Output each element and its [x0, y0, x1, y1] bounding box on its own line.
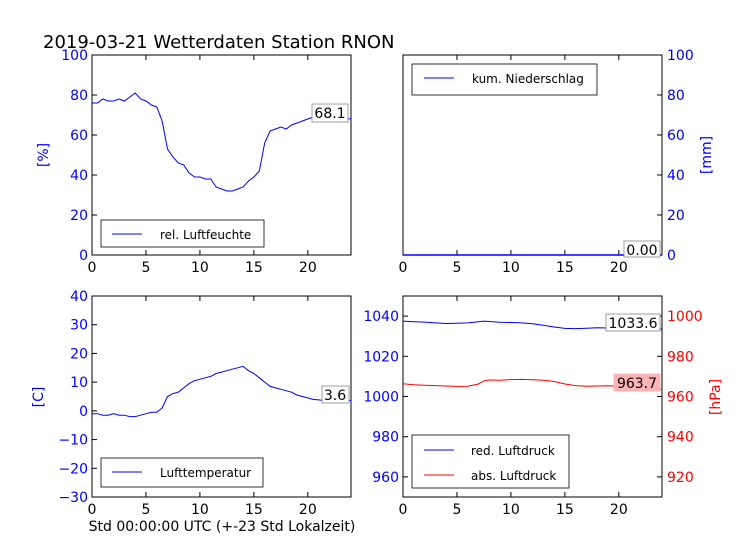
- pressure-abs-value-box: [613, 373, 661, 392]
- temperature-ytick-label: 10: [70, 375, 88, 391]
- precipitation-ylabel: [mm]: [699, 136, 715, 174]
- precipitation-xtick-label: 15: [556, 260, 574, 276]
- precipitation-legend: kum. Niederschlag: [411, 63, 598, 96]
- humidity-ytick-label: 0: [79, 248, 88, 264]
- temperature-ytick-label: −30: [58, 490, 88, 506]
- temperature-legend-label: Lufttemperatur: [160, 466, 251, 480]
- pressure-axes: 0 5 10 15 20 960 980 1000 1020 1040 920 940 960 980 10…: [363, 295, 703, 518]
- temperature-plot-frame: [91, 295, 352, 498]
- temperature-series-line: [92, 365, 351, 418]
- humidity-xtick-label: 5: [141, 260, 150, 276]
- pressure-ytick-label: 1000: [363, 390, 399, 406]
- precipitation-value-label: 0.00: [626, 243, 657, 259]
- humidity-xtick-label: 20: [299, 260, 317, 276]
- pressure-ytick-label: 1040: [363, 309, 399, 325]
- temperature-xtick-label: 15: [245, 502, 263, 518]
- pressure-ytick-label-right: 960: [667, 390, 694, 406]
- pressure-ytick-label: 960: [372, 470, 399, 486]
- pressure-abs-value-label: 963.7: [617, 376, 657, 392]
- humidity-xtick-label: 10: [191, 260, 209, 276]
- temperature-xtick-label: 10: [191, 502, 209, 518]
- pressure-legend-abs-label: abs. Luftdruck: [471, 469, 556, 483]
- precipitation-xtick-label: 20: [610, 260, 628, 276]
- humidity-ylabel: [%]: [36, 143, 52, 167]
- precipitation-ytick-label-right: 0: [667, 248, 676, 264]
- pressure-ytick-label: 980: [372, 430, 399, 446]
- precipitation-xtick-label: 5: [452, 260, 461, 276]
- humidity-ytick-label: 100: [61, 48, 88, 64]
- precipitation-legend-label: kum. Niederschlag: [472, 72, 584, 86]
- temperature-value-box: [321, 385, 350, 404]
- x-axis-label: Std 00:00:00 UTC (+-23 Std Lokalzeit): [89, 519, 356, 535]
- humidity-ytick-label: 80: [70, 88, 88, 104]
- pressure-xtick-label: 10: [502, 502, 520, 518]
- pressure-xtick-label: 0: [399, 502, 408, 518]
- temperature-panel: 0 5 10 15 20 −30 −20 −10 0 10 20 30 40 [C] Lufttempe…: [31, 289, 352, 518]
- precipitation-panel: 0 5 10 15 20 0 20 40 60 80 100 [mm] kum. Niedersch…: [399, 48, 715, 276]
- pressure-legend: red. Luftdruck abs. Luftdruck: [411, 434, 570, 489]
- humidity-xtick-label: 0: [88, 260, 97, 276]
- precipitation-ytick-label-right: 60: [667, 128, 685, 144]
- precipitation-ytick-label-right: 80: [667, 88, 685, 104]
- humidity-xtick-label: 15: [245, 260, 263, 276]
- humidity-value-box: [311, 103, 349, 123]
- temperature-ytick-label: −20: [58, 461, 88, 477]
- temperature-ytick-label: 0: [79, 404, 88, 420]
- temperature-xtick-label: 0: [88, 502, 97, 518]
- pressure-ylabel: [hPa]: [708, 379, 724, 415]
- precipitation-xtick-label: 10: [502, 260, 520, 276]
- temperature-ytick-label: −10: [58, 433, 88, 449]
- pressure-red-value-box: [605, 313, 661, 332]
- temperature-value-label: 3.6: [324, 388, 346, 404]
- pressure-legend-red-label: red. Luftdruck: [471, 444, 555, 458]
- temperature-ytick-label: 40: [70, 289, 88, 305]
- humidity-ytick-label: 40: [70, 168, 88, 184]
- pressure-xtick-label: 5: [452, 502, 461, 518]
- pressure-red-value-label: 1033.6: [609, 316, 658, 332]
- humidity-ytick-label: 60: [70, 128, 88, 144]
- temperature-ytick-label: 20: [70, 346, 88, 362]
- temperature-legend: Lufttemperatur: [100, 457, 264, 488]
- pressure-ytick-label-right: 980: [667, 349, 694, 365]
- pressure-xtick-label: 15: [556, 502, 574, 518]
- pressure-ytick-label-right: 1000: [667, 309, 703, 325]
- temperature-ytick-label: 30: [70, 318, 88, 334]
- precipitation-ytick-label-right: 100: [667, 48, 694, 64]
- pressure-xtick-label: 20: [610, 502, 628, 518]
- precipitation-xtick-label: 0: [399, 260, 408, 276]
- humidity-axes: 0 5 10 15 20 0 20 40 60 80 100: [61, 48, 352, 276]
- pressure-ytick-label-right: 940: [667, 430, 694, 446]
- temperature-axes: 0 5 10 15 20 −30 −20 −10 0 10 20 30 40: [58, 289, 352, 518]
- humidity-legend: rel. Luftfeuchte: [100, 219, 265, 248]
- humidity-plot-frame: [91, 54, 352, 256]
- precipitation-ytick-label-right: 20: [667, 208, 685, 224]
- humidity-legend-label: rel. Luftfeuchte: [160, 228, 251, 242]
- humidity-panel: 0 5 10 15 20 0 20 40 60 80 100 [%] rel. Luftfeucht…: [36, 48, 352, 276]
- humidity-ytick-label: 20: [70, 208, 88, 224]
- pressure-ytick-label-right: 920: [667, 470, 694, 486]
- humidity-value-label: 68.1: [314, 106, 345, 122]
- figure-title: 2019-03-21 Wetterdaten Station RNON: [43, 32, 394, 53]
- precipitation-value-box: [623, 240, 661, 258]
- pressure-panel: 0 5 10 15 20 960 980 1000 1020 1040 920 940 960 980 10…: [363, 295, 724, 518]
- precipitation-axes: 0 5 10 15 20 0 20 40 60 80 100: [399, 48, 694, 276]
- precipitation-ytick-label-right: 40: [667, 168, 685, 184]
- temperature-ylabel: [C]: [31, 387, 47, 408]
- humidity-series-line: [92, 92, 352, 192]
- temperature-xtick-label: 5: [141, 502, 150, 518]
- temperature-xtick-label: 20: [299, 502, 317, 518]
- pressure-ytick-label: 1020: [363, 349, 399, 365]
